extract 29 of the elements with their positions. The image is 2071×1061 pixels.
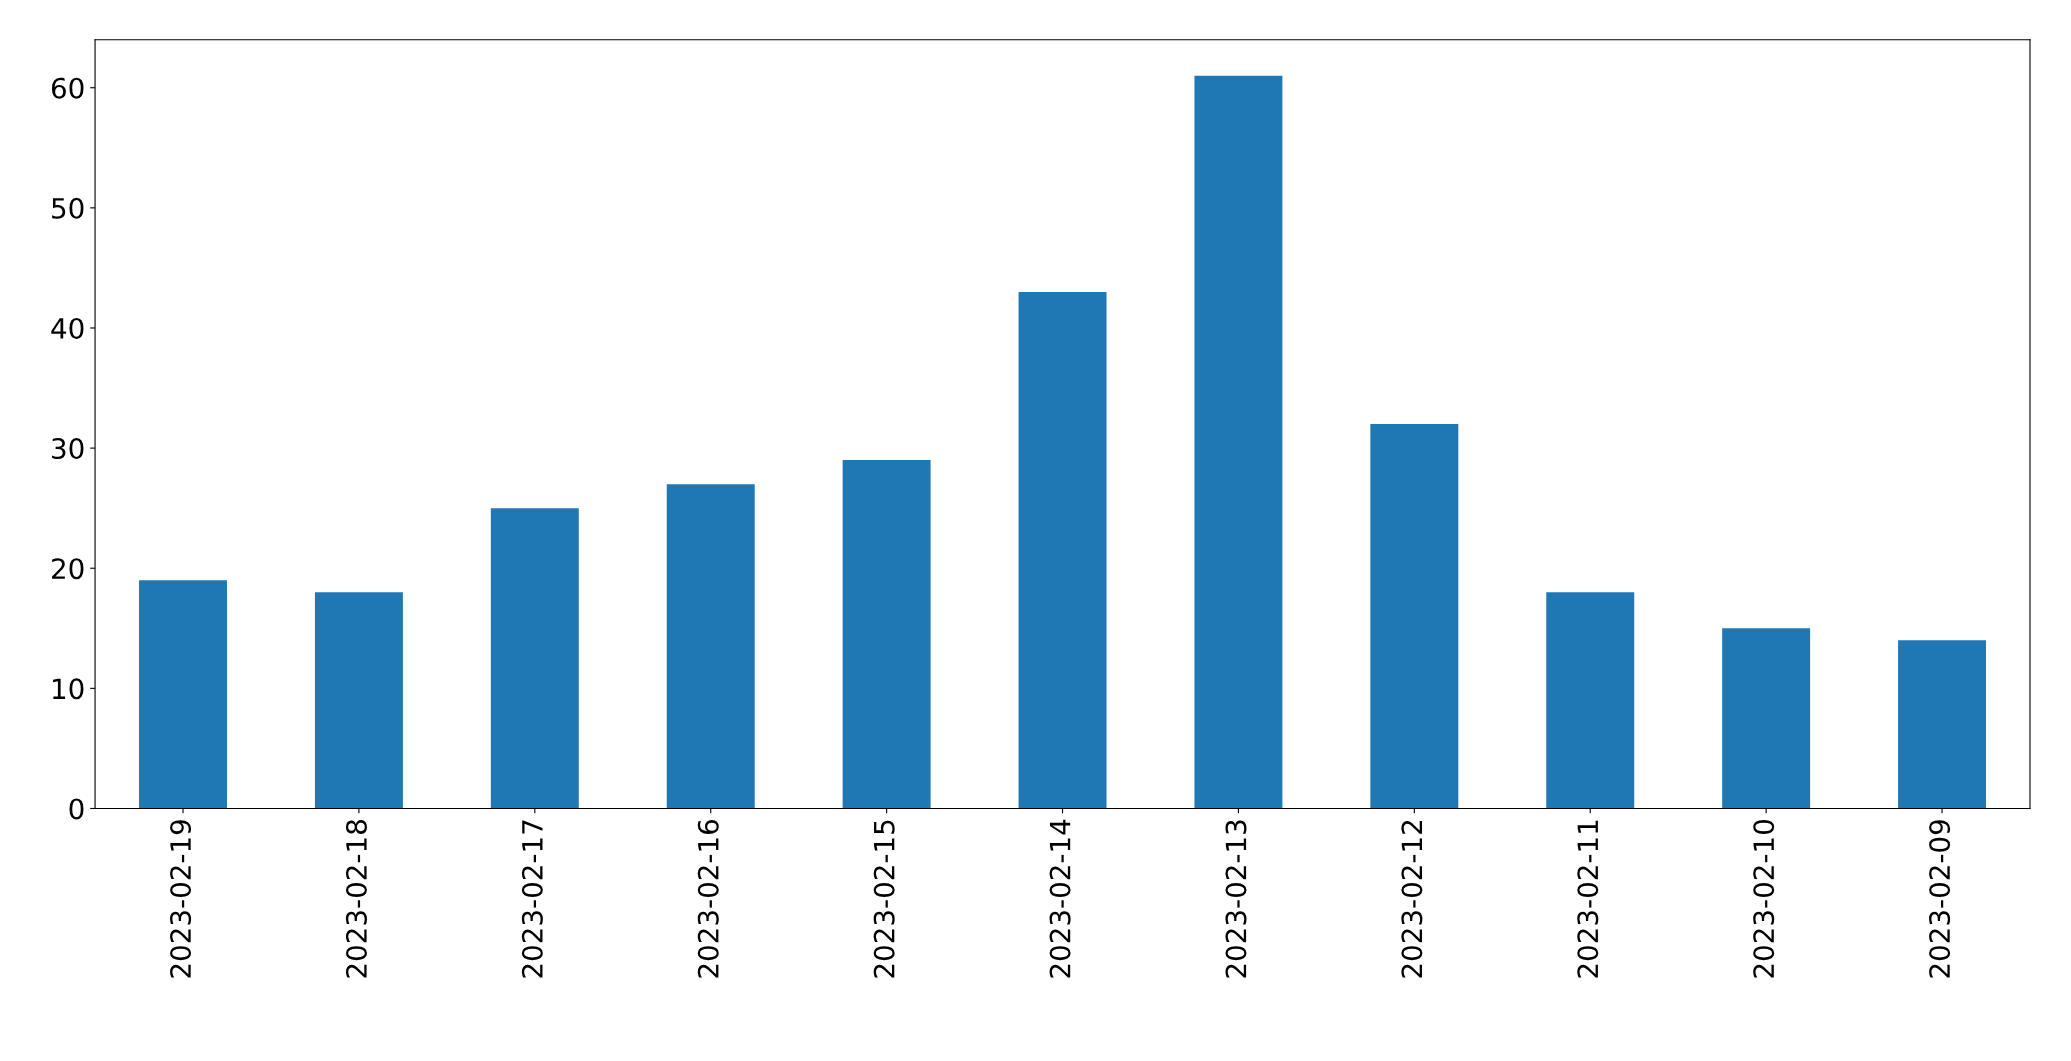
bar: [139, 580, 227, 809]
x-tick-label: 2023-02-11: [1577, 820, 1599, 978]
y-tick-label: 40: [51, 317, 84, 339]
x-tick-label: 2023-02-15: [873, 820, 895, 978]
y-tick-label: 20: [52, 558, 84, 580]
bar: [1722, 628, 1811, 809]
y-tick-label: 30: [52, 438, 84, 460]
x-tick-label: 2023-02-09: [1929, 820, 1951, 978]
y-tick-label: 0: [69, 798, 84, 820]
x-tick-label: 2023-02-16: [697, 819, 719, 978]
x-tick-label: 2023-02-13: [1225, 820, 1247, 978]
bar: [490, 508, 579, 809]
x-tick-label: 2023-02-19: [170, 820, 192, 978]
x-tick-label: 2023-02-17: [521, 820, 543, 978]
bar: [1194, 75, 1283, 809]
bar: [1898, 640, 1987, 809]
x-tick-label: 2023-02-12: [1401, 820, 1423, 978]
bar: [666, 484, 755, 809]
y-tick-label: 60: [51, 77, 84, 99]
bar: [842, 460, 931, 809]
bar: [1018, 291, 1107, 809]
y-tick-label: 50: [52, 197, 84, 219]
x-tick-label: 2023-02-14: [1049, 819, 1071, 978]
bar: [1546, 592, 1635, 809]
x-tick-label: 2023-02-10: [1753, 820, 1775, 978]
y-tick-label: 10: [53, 678, 84, 700]
x-tick-label: 2023-02-18: [345, 820, 367, 978]
bar: [1370, 424, 1459, 809]
bar: [314, 592, 403, 809]
